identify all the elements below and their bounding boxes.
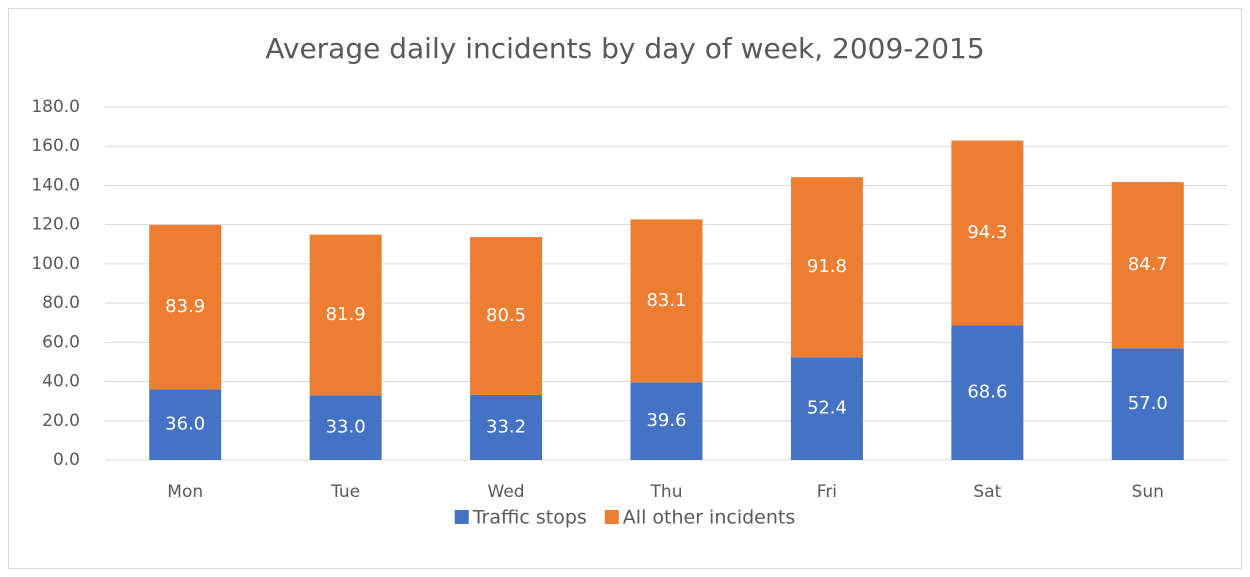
- value-label: 57.0: [1128, 393, 1168, 414]
- y-tick-label: 0.0: [53, 450, 80, 470]
- bar-segment: [1111, 182, 1184, 349]
- y-tick-label: 80.0: [42, 293, 80, 313]
- legend-label: All other incidents: [623, 507, 795, 529]
- bar-segment: [309, 234, 382, 396]
- value-label: 83.9: [165, 296, 205, 317]
- bar-segment: [1111, 348, 1184, 460]
- value-label: 33.0: [326, 417, 366, 438]
- y-tick-label: 40.0: [42, 372, 80, 392]
- bar-segment: [790, 357, 863, 460]
- x-tick-label: Sun: [1132, 482, 1164, 502]
- y-tick-label: 160.0: [31, 136, 80, 156]
- x-tick-label: Fri: [817, 482, 837, 502]
- value-label: 83.1: [646, 290, 686, 311]
- legend-label: Traffic stops: [472, 507, 587, 529]
- bar-segment: [149, 389, 222, 460]
- y-tick-label: 100.0: [31, 254, 80, 274]
- y-tick-label: 140.0: [31, 175, 80, 195]
- value-label: 80.5: [486, 305, 526, 326]
- value-label: 39.6: [646, 410, 686, 431]
- legend-swatch: [454, 510, 469, 524]
- bar-segment: [790, 177, 863, 358]
- bar-segment: [630, 219, 703, 383]
- legend-swatch: [604, 510, 619, 524]
- bar-segment: [309, 395, 382, 460]
- value-label: 91.8: [807, 256, 847, 277]
- value-label: 68.6: [967, 382, 1007, 403]
- bar-segment: [149, 224, 222, 390]
- bar-segment: [470, 394, 543, 460]
- value-label: 36.0: [165, 414, 205, 435]
- value-label: 94.3: [967, 222, 1007, 243]
- value-label: 81.9: [326, 304, 366, 325]
- y-tick-label: 120.0: [31, 215, 80, 235]
- x-tick-label: Mon: [167, 482, 203, 502]
- bar-segment: [630, 382, 703, 460]
- value-label: 84.7: [1128, 254, 1168, 275]
- y-tick-label: 60.0: [42, 332, 80, 352]
- bar-segment: [470, 237, 543, 395]
- x-tick-label: Tue: [330, 482, 360, 502]
- bar-segment: [951, 140, 1024, 326]
- chart-title: Average daily incidents by day of week, …: [265, 32, 984, 65]
- value-label: 33.2: [486, 416, 526, 437]
- y-tick-label: 180.0: [31, 97, 80, 117]
- x-tick-label: Sat: [973, 482, 1001, 502]
- bar-segment: [951, 325, 1024, 460]
- x-tick-label: Thu: [650, 482, 683, 502]
- value-label: 52.4: [807, 398, 847, 419]
- y-tick-label: 20.0: [42, 411, 80, 431]
- x-tick-label: Wed: [488, 482, 525, 502]
